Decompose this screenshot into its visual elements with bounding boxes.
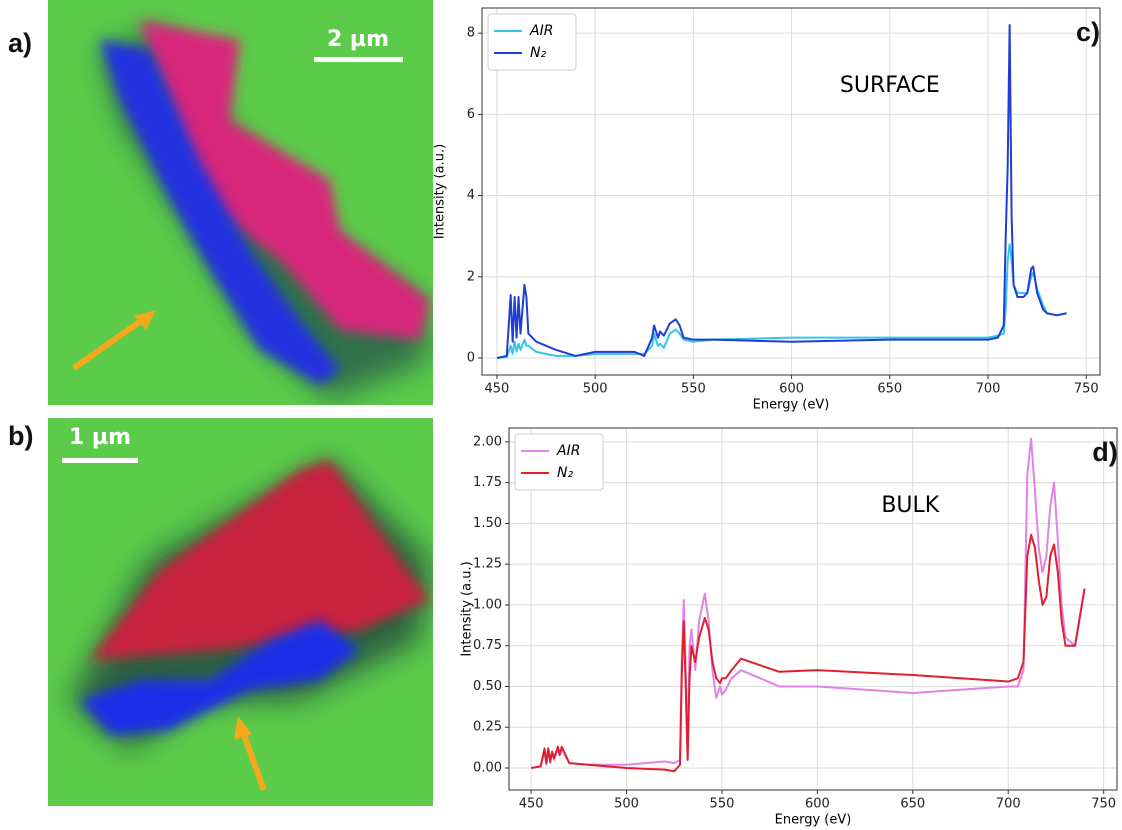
y-tick-label: 0 (467, 350, 475, 365)
y-tick-label: 0.00 (473, 760, 502, 775)
scale-bar-label: 2 µm (327, 27, 389, 52)
y-axis-label: Intensity (a.u.) (433, 144, 448, 239)
panel-label: b) (8, 421, 33, 451)
x-tick-label: 650 (900, 797, 925, 812)
y-tick-label: 1.25 (473, 557, 502, 572)
x-axis-label: Energy (eV) (775, 813, 852, 828)
y-tick-label: 2.00 (473, 434, 502, 449)
y-tick-label: 1.00 (473, 597, 502, 612)
panel-label: d) (1092, 437, 1117, 467)
plot-frame (481, 7, 1101, 376)
data-line (530, 437, 1086, 769)
x-tick-label: 500 (614, 797, 639, 812)
y-tick-label: 4 (467, 188, 475, 203)
x-tick-label: 600 (805, 797, 830, 812)
x-tick-label: 700 (976, 382, 1001, 397)
y-tick-label: 2 (467, 269, 475, 284)
x-tick-label: 750 (1074, 382, 1099, 397)
y-tick-label: 1.75 (473, 475, 502, 490)
x-tick-label: 500 (583, 382, 608, 397)
micrograph-b (48, 418, 433, 806)
x-tick-label: 550 (710, 797, 735, 812)
x-tick-label: 450 (519, 797, 544, 812)
legend-label: N₂ (557, 465, 573, 481)
legend-box (514, 433, 604, 491)
scale-bar-label: 1 µm (69, 425, 131, 450)
x-tick-label: 550 (681, 382, 706, 397)
legend-label: N₂ (530, 45, 546, 61)
y-tick-label: 6 (467, 107, 475, 122)
plot-frame (508, 427, 1118, 791)
x-tick-label: 700 (996, 797, 1021, 812)
y-tick-label: 8 (467, 26, 475, 41)
data-line (496, 243, 1067, 359)
x-tick-label: 600 (779, 382, 804, 397)
y-tick-label: 0.75 (473, 638, 502, 653)
legend-label: AIR (529, 23, 553, 39)
x-tick-label: 450 (485, 382, 510, 397)
data-line (530, 533, 1086, 773)
x-axis-label: Energy (eV) (753, 398, 830, 413)
y-tick-label: 0.50 (473, 679, 502, 694)
legend-label: AIR (556, 443, 580, 459)
y-tick-label: 0.25 (473, 720, 502, 735)
annotation: SURFACE (840, 73, 940, 98)
annotation: BULK (881, 493, 939, 518)
scale-bar (62, 458, 138, 463)
y-axis-label: Intensity (a.u.) (460, 561, 475, 656)
data-line (496, 24, 1067, 359)
panel-label: a) (8, 28, 32, 58)
x-tick-label: 750 (1091, 797, 1116, 812)
y-tick-label: 1.50 (473, 516, 502, 531)
scale-bar (314, 57, 403, 62)
micrograph-a (48, 0, 433, 405)
panel-label: c) (1076, 17, 1100, 47)
legend-box (487, 13, 577, 71)
x-tick-label: 650 (877, 382, 902, 397)
